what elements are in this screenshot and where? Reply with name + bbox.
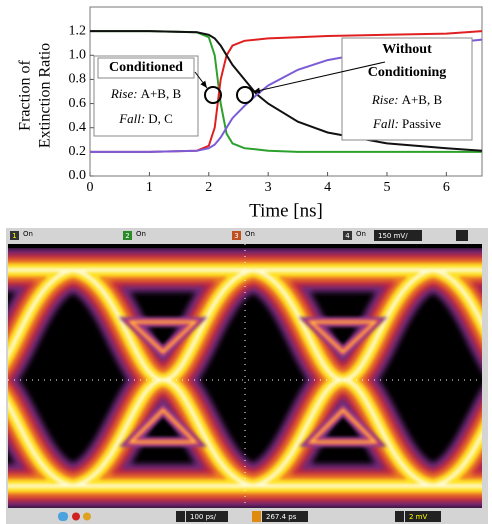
x-tick-label: 3 <box>265 180 272 195</box>
annotation-text: Fall:Passive <box>372 116 441 131</box>
timebase: 100 ps/ <box>190 513 217 521</box>
position-badge <box>252 511 261 522</box>
channel-state: On <box>245 230 255 238</box>
crossing-marker <box>237 87 253 103</box>
annotation-key: Fall: <box>118 111 145 126</box>
position: 267.4 ps <box>266 513 297 521</box>
status-icon <box>83 513 91 521</box>
annotation-title: Conditioning <box>368 65 447 80</box>
annotation-value: A+B, B <box>402 92 443 107</box>
y-tick-label: 0.4 <box>69 120 87 135</box>
annotation-key: Rise: <box>371 92 399 107</box>
annotation-text: Rise:A+B, B <box>110 86 182 101</box>
page: 0 1 2 3 4 5 6 0.0 0.2 0.4 0.6 0.8 1.0 1.2 Time [ns] Fra… <box>0 0 492 524</box>
channel-number: 1 <box>12 232 16 240</box>
channel-state: On <box>136 230 146 238</box>
channel-number: 3 <box>234 232 238 240</box>
line-chart: 0 1 2 3 4 5 6 0.0 0.2 0.4 0.6 0.8 1.0 1.2 Time [ns] Fra… <box>17 7 482 221</box>
y-tick-label: 1.0 <box>69 48 87 63</box>
timebase-badge <box>176 511 185 522</box>
channel-number: 4 <box>345 232 350 240</box>
status-icon <box>58 512 68 521</box>
y-tick-label: 1.2 <box>69 23 87 38</box>
annotation-title: Conditioned <box>109 60 183 75</box>
status-icon <box>72 513 80 521</box>
y-tick-label: 0.2 <box>69 144 87 159</box>
annotation-key: Rise: <box>110 86 138 101</box>
x-tick-label: 6 <box>443 180 450 195</box>
y-tick-label: 0.0 <box>69 168 87 183</box>
x-tick-label: 2 <box>205 180 212 195</box>
annotation-value: Passive <box>402 116 441 131</box>
annotation-text: Rise:A+B, B <box>371 92 443 107</box>
channel-number: 2 <box>125 232 129 240</box>
channel-state: On <box>23 230 33 238</box>
annotation-key: Fall: <box>372 116 399 131</box>
trigger-badge <box>395 511 404 522</box>
annotation-title: Without <box>382 42 432 57</box>
y-tick-label: 0.6 <box>69 96 87 111</box>
x-tick-label: 5 <box>383 180 390 195</box>
trigger-level: 2 mV <box>409 513 427 521</box>
channel-scale: 150 mV/ <box>378 232 408 240</box>
oscilloscope-screen: 1 On 2 On 3 On 4 On 150 mV/ 100 ps/ 267.… <box>0 228 492 524</box>
x-tick-label: 4 <box>324 180 331 195</box>
x-tick-label: 0 <box>87 180 94 195</box>
y-tick-label: 0.8 <box>69 72 87 87</box>
y-axis-label: Extinction Ratio <box>37 43 54 148</box>
annotation-value: A+B, B <box>141 86 182 101</box>
y-axis-label: Fraction of <box>17 60 34 131</box>
x-axis-label: Time [ns] <box>249 200 323 221</box>
x-tick-label: 1 <box>146 180 153 195</box>
menu-button[interactable] <box>456 230 468 241</box>
channel-state: On <box>356 230 366 238</box>
annotation-value: D, C <box>148 111 173 126</box>
